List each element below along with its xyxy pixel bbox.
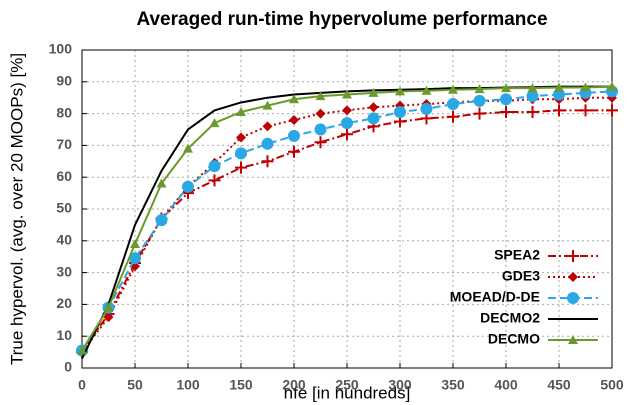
legend-label: SPEA2 [494, 247, 540, 263]
legend-label: GDE3 [502, 268, 540, 284]
chart-title: Averaged run-time hypervolume performanc… [136, 9, 547, 30]
series-line [81, 96, 612, 353]
y-tick-label: 40 [56, 232, 72, 248]
marker [315, 108, 326, 119]
y-tick-label: 100 [49, 41, 73, 57]
marker [155, 214, 168, 227]
marker [474, 84, 485, 94]
marker [262, 121, 273, 132]
marker [103, 302, 114, 312]
marker [341, 128, 353, 141]
marker [447, 110, 459, 123]
marker [567, 250, 579, 262]
y-tick-label: 0 [64, 359, 72, 375]
marker [367, 112, 380, 125]
marker [607, 81, 617, 91]
marker [342, 89, 352, 99]
marker [103, 312, 114, 323]
marker [314, 136, 327, 149]
marker [77, 345, 87, 355]
marker [182, 180, 194, 193]
marker [183, 143, 193, 153]
marker [262, 100, 273, 110]
x-tick-label: 500 [600, 377, 624, 393]
marker [500, 93, 512, 106]
marker [130, 238, 140, 248]
marker [606, 104, 618, 117]
x-tick-label: 50 [127, 377, 143, 393]
y-tick-label: 70 [56, 136, 72, 152]
marker [368, 102, 379, 113]
marker [553, 104, 565, 117]
marker [568, 272, 578, 282]
x-tick-label: 100 [176, 377, 200, 393]
y-tick-label: 30 [56, 263, 72, 279]
marker [208, 160, 221, 173]
marker [129, 252, 141, 265]
marker [289, 94, 299, 104]
marker [208, 174, 221, 187]
x-tick-label: 0 [78, 377, 86, 393]
x-tick-label: 250 [335, 377, 359, 393]
marker [580, 82, 591, 92]
marker [314, 123, 327, 136]
legend-label: DECMO [488, 331, 540, 347]
marker [289, 114, 299, 125]
x-tick-label: 350 [441, 377, 465, 393]
y-tick-label: 60 [56, 168, 72, 184]
marker [235, 161, 247, 174]
marker [209, 118, 220, 128]
marker [261, 155, 274, 168]
marker [341, 117, 353, 130]
legend-label: DECMO2 [480, 310, 540, 326]
marker [526, 106, 539, 119]
x-tick-label: 450 [547, 377, 571, 393]
marker [156, 178, 167, 188]
marker [448, 84, 458, 94]
legend-label: MOEAD/D-DE [450, 289, 540, 305]
marker [342, 105, 352, 116]
marker [421, 85, 432, 95]
y-tick-label: 90 [56, 73, 72, 89]
x-axis-label: nfe [in hundreds] [284, 383, 411, 402]
y-axis-label: True hypervol. (avg. over 20 MOOPs) [%] [7, 53, 26, 365]
marker [236, 107, 246, 117]
x-tick-label: 400 [494, 377, 518, 393]
series-line [81, 90, 613, 352]
marker [567, 292, 579, 304]
marker [501, 83, 511, 93]
marker [394, 106, 406, 119]
x-tick-label: 200 [282, 377, 306, 393]
y-tick-label: 10 [56, 327, 72, 343]
plot-frame [81, 49, 613, 369]
y-tick-label: 50 [56, 200, 72, 216]
marker [261, 137, 274, 150]
y-tick-label: 80 [56, 104, 72, 120]
marker [368, 87, 379, 97]
marker [568, 335, 578, 344]
marker [395, 86, 405, 96]
marker [315, 91, 326, 101]
x-tick-label: 300 [388, 377, 412, 393]
marker [527, 83, 538, 93]
marker [236, 132, 246, 143]
marker [554, 82, 564, 92]
marker [579, 104, 592, 117]
marker [447, 98, 459, 111]
marker [473, 94, 486, 107]
marker [235, 147, 247, 160]
marker [500, 106, 512, 119]
y-tick-label: 20 [56, 295, 72, 311]
marker [288, 145, 300, 158]
marker [420, 102, 433, 115]
marker [473, 107, 486, 120]
series-line [81, 109, 612, 353]
marker [526, 90, 539, 103]
marker [288, 129, 300, 142]
x-tick-label: 150 [229, 377, 253, 393]
